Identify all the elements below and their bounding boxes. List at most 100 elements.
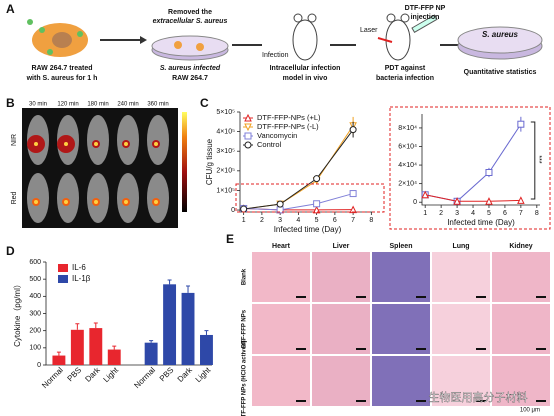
scale-bar — [296, 348, 306, 350]
panel-label: B — [6, 96, 15, 110]
y-tick-label: 100 — [29, 345, 41, 352]
annotation: *** — [535, 155, 542, 163]
x-axis-label: Infected time (Day) — [274, 225, 342, 234]
panel-label: C — [200, 96, 209, 110]
scale-bar — [416, 348, 426, 350]
marker — [485, 197, 493, 205]
x-tick-label: Normal — [132, 365, 157, 390]
line — [243, 193, 354, 211]
time-label: 120 min — [57, 102, 78, 108]
scale-bar — [476, 400, 486, 402]
y-tick-label: 400 — [29, 293, 41, 300]
marker — [240, 205, 248, 213]
x-tick-label: 3 — [455, 210, 459, 217]
caption: Intracellular infection — [270, 65, 341, 72]
panel-e: E 100 μm Heart Liver Spleen Lung Kidney Blank… — [226, 232, 550, 416]
marker — [453, 197, 461, 205]
scale-bar — [296, 400, 306, 402]
bar — [200, 334, 213, 365]
marker — [349, 190, 357, 198]
tissue — [492, 252, 550, 302]
error-bar — [112, 345, 117, 350]
caption: bacteria infection — [376, 75, 434, 82]
tissue — [252, 356, 310, 406]
column-label: Kidney — [509, 243, 532, 250]
y-tick-label: 8×10⁴ — [398, 125, 417, 132]
line — [425, 194, 521, 202]
tissue — [372, 304, 430, 354]
caption: RAW 264.7 treated — [31, 65, 92, 72]
y-tick-label: 2×10⁵ — [216, 168, 235, 175]
scale-bar — [536, 400, 546, 402]
x-tick-label: 6 — [333, 217, 337, 224]
spot-core — [64, 200, 68, 204]
tissue — [432, 304, 490, 354]
mouse — [87, 173, 109, 223]
column-label: Heart — [272, 243, 291, 250]
panel-label: E — [226, 232, 234, 246]
x-tick-label: 2 — [260, 217, 264, 224]
scale-bar — [356, 296, 366, 298]
mouse — [117, 115, 139, 165]
tissue — [492, 304, 550, 354]
time-label: 240 min — [117, 102, 138, 108]
scale-bar — [296, 296, 306, 298]
x-tick-label: Dark — [83, 365, 102, 384]
x-tick-label: 4 — [471, 210, 475, 217]
legend-swatch — [58, 275, 68, 283]
row-label: Red — [11, 191, 18, 204]
label: Infection — [262, 52, 289, 59]
marker — [517, 120, 525, 128]
caption: model in vivo — [283, 75, 328, 82]
mouse — [87, 115, 109, 165]
x-axis-label: Infected time (Day) — [447, 218, 515, 227]
column-label: Liver — [333, 243, 350, 250]
row-label: DTF-FFP NPs — [242, 309, 248, 348]
x-tick-label: 4 — [296, 217, 300, 224]
line — [425, 123, 522, 202]
marker — [276, 200, 284, 208]
marker — [485, 169, 493, 176]
bar — [70, 329, 84, 365]
spot-core — [124, 200, 128, 204]
marker — [244, 141, 252, 149]
scale-bar — [476, 348, 486, 350]
x-tick-label: 1 — [242, 217, 246, 224]
x-tick-label: Light — [102, 365, 121, 384]
scale-bar — [476, 296, 486, 298]
tissue — [252, 304, 310, 354]
mouse — [27, 173, 49, 223]
x-tick-label: 1 — [423, 210, 427, 217]
bracket — [530, 121, 536, 200]
marker — [244, 132, 252, 140]
error-bar — [204, 330, 209, 335]
error-bar — [75, 323, 80, 330]
y-tick-label: 4×10⁵ — [216, 128, 235, 135]
caption: DTF-FFP NP — [405, 5, 446, 12]
marker — [349, 126, 357, 134]
time-label: 180 min — [87, 102, 108, 108]
y-tick-label: 6×10⁴ — [398, 143, 417, 150]
panel-label: A — [6, 2, 15, 16]
legend-label: IL-1β — [72, 274, 91, 283]
panel-c: C 0 1×10⁵ 2×10⁵ 3×10⁵ 4×10⁵ 5×10⁵ CFU/g tissue… — [200, 96, 551, 234]
x-tick-label: 6 — [503, 210, 507, 217]
marker — [349, 205, 357, 214]
y-tick-label: 0 — [231, 207, 235, 214]
bar — [144, 342, 158, 365]
label: S. aureus — [482, 30, 519, 39]
zoom-box — [235, 183, 385, 213]
x-tick-label: 7 — [519, 210, 523, 217]
marker — [244, 123, 252, 132]
marker — [421, 190, 429, 199]
marker — [244, 113, 252, 122]
y-tick-label: 3×10⁵ — [216, 148, 235, 155]
y-tick-label: 4×10⁴ — [398, 162, 417, 169]
syringe — [411, 14, 438, 34]
time-label: 30 min — [29, 102, 47, 108]
marker — [312, 205, 321, 214]
error-bar — [93, 322, 98, 329]
mouse — [147, 115, 169, 165]
marker — [517, 196, 525, 204]
